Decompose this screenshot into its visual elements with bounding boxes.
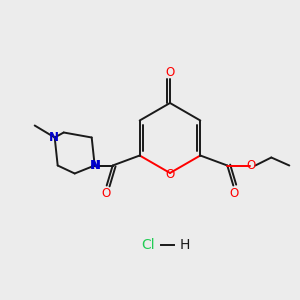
Text: O: O	[165, 65, 175, 79]
Text: O: O	[247, 159, 256, 172]
Text: N: N	[90, 159, 100, 172]
Text: O: O	[101, 187, 110, 200]
Text: N: N	[91, 159, 101, 172]
Text: H: H	[180, 238, 190, 252]
Text: Cl: Cl	[141, 238, 155, 252]
Text: N: N	[49, 131, 59, 144]
Text: O: O	[165, 167, 175, 181]
Text: O: O	[230, 187, 239, 200]
